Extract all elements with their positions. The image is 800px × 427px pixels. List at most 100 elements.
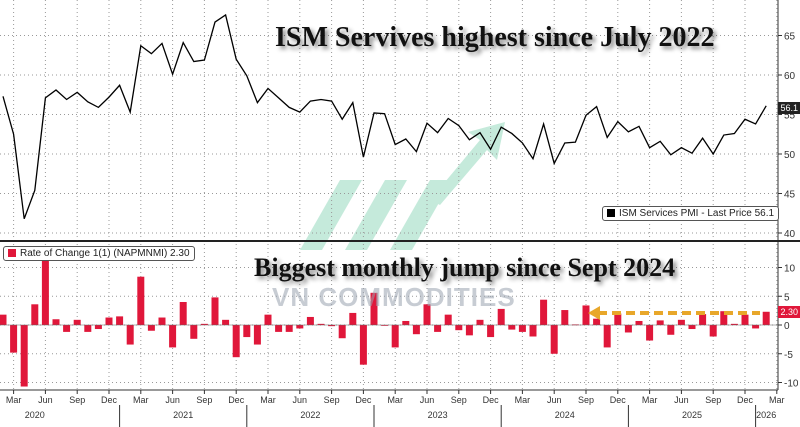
x-year-label: 2024 <box>555 410 575 420</box>
change-bar <box>624 325 632 333</box>
change-bar <box>158 317 166 325</box>
x-year-label: 2026 <box>756 410 776 420</box>
change-bar <box>709 325 717 337</box>
y-tick-label-top: 45 <box>784 190 796 201</box>
y-tick-label-top: 65 <box>784 32 796 43</box>
y-tick-label-bottom: -10 <box>784 379 799 390</box>
x-tick-label: Mar <box>260 395 276 405</box>
x-year-label: 2022 <box>300 410 320 420</box>
change-bar <box>137 276 145 325</box>
change-bar <box>116 316 124 325</box>
change-bar <box>285 325 293 332</box>
x-tick-label: Dec <box>737 395 754 405</box>
change-bar <box>720 311 728 325</box>
watermark-stripe <box>390 180 452 250</box>
change-bar <box>455 325 463 331</box>
change-bar <box>370 292 378 325</box>
change-bar <box>20 325 28 387</box>
x-tick-label: Dec <box>101 395 118 405</box>
change-bar <box>741 314 749 325</box>
change-bar <box>169 325 177 348</box>
change-bar <box>593 318 601 325</box>
x-year-label: 2020 <box>25 410 45 420</box>
legend-swatch <box>8 249 16 257</box>
change-bar <box>402 320 410 325</box>
change-bar <box>762 311 770 325</box>
change-bar <box>84 325 92 332</box>
change-bar <box>550 325 558 354</box>
x-tick-label: Jun <box>420 395 435 405</box>
change-bar <box>487 325 495 338</box>
x-tick-label: Sep <box>69 395 85 405</box>
change-bar <box>243 325 251 338</box>
change-bar <box>349 312 357 325</box>
change-bar <box>253 325 261 345</box>
change-bar <box>561 310 569 325</box>
change-bar <box>31 304 39 325</box>
top-panel-title: ISM Servives highest since July 2022 <box>275 22 715 53</box>
change-bar <box>677 319 685 325</box>
change-bar <box>338 325 346 339</box>
change-bar <box>540 299 548 325</box>
change-bar <box>190 325 198 339</box>
change-bar <box>126 325 134 345</box>
bottom-legend: Rate of Change 1(1) (NAPMNMI) 2.30 <box>3 246 195 261</box>
change-bar <box>10 325 18 353</box>
x-tick-label: Dec <box>483 395 500 405</box>
x-tick-label: Mar <box>515 395 531 405</box>
change-bar <box>656 320 664 325</box>
x-tick-label: Jun <box>674 395 689 405</box>
watermark-stripe <box>300 180 362 250</box>
highlight-arrowhead <box>588 306 600 320</box>
change-bar <box>73 319 81 325</box>
change-bar <box>444 314 452 325</box>
pmi-line <box>2 13 767 220</box>
y-tick-label-top: 55 <box>784 111 796 122</box>
change-bar <box>434 325 442 332</box>
change-bar <box>105 317 113 325</box>
change-bar <box>222 319 230 325</box>
change-bar <box>359 325 367 365</box>
top-legend: ISM Services PMI - Last Price 56.1 <box>602 206 780 221</box>
y-tick-label-top: 60 <box>784 71 796 82</box>
x-tick-label: Mar <box>642 395 658 405</box>
watermark-arrow <box>430 122 505 205</box>
change-bar <box>603 325 611 348</box>
change-bar <box>635 320 643 325</box>
change-bar <box>211 297 219 325</box>
change-bar <box>699 314 707 325</box>
change-bar <box>296 325 304 329</box>
x-tick-label: Mar <box>769 395 785 405</box>
x-tick-label: Sep <box>196 395 212 405</box>
x-year-label: 2025 <box>682 410 702 420</box>
top-legend-label: ISM Services PMI - Last Price 56.1 <box>619 208 775 219</box>
x-tick-label: Jun <box>547 395 562 405</box>
change-bar <box>200 323 208 325</box>
change-bar <box>423 304 431 325</box>
change-bar <box>391 325 399 348</box>
change-bar <box>264 314 272 325</box>
x-tick-label: Mar <box>133 395 149 405</box>
y-tick-label-top: 40 <box>784 229 796 240</box>
y-tick-label-bottom: 0 <box>784 321 790 332</box>
change-bar <box>614 313 622 325</box>
change-bar <box>529 325 537 337</box>
x-tick-label: Jun <box>38 395 53 405</box>
change-bar <box>412 325 420 335</box>
change-bar <box>465 325 473 336</box>
change-bar <box>52 319 60 325</box>
bottom-legend-label: Rate of Change 1(1) (NAPMNMI) 2.30 <box>20 248 190 259</box>
y-tick-label-bottom: -5 <box>784 350 793 361</box>
x-tick-label: Sep <box>324 395 340 405</box>
change-bar <box>317 323 325 325</box>
change-bar <box>667 325 675 335</box>
change-bar <box>0 314 7 325</box>
change-bar <box>41 257 49 325</box>
change-bar <box>646 325 654 341</box>
watermark-text: VN COMMODITIES <box>272 282 516 312</box>
last-price-tag: 56.1 <box>778 102 800 114</box>
change-bar <box>508 325 516 330</box>
x-tick-label: Mar <box>6 395 22 405</box>
